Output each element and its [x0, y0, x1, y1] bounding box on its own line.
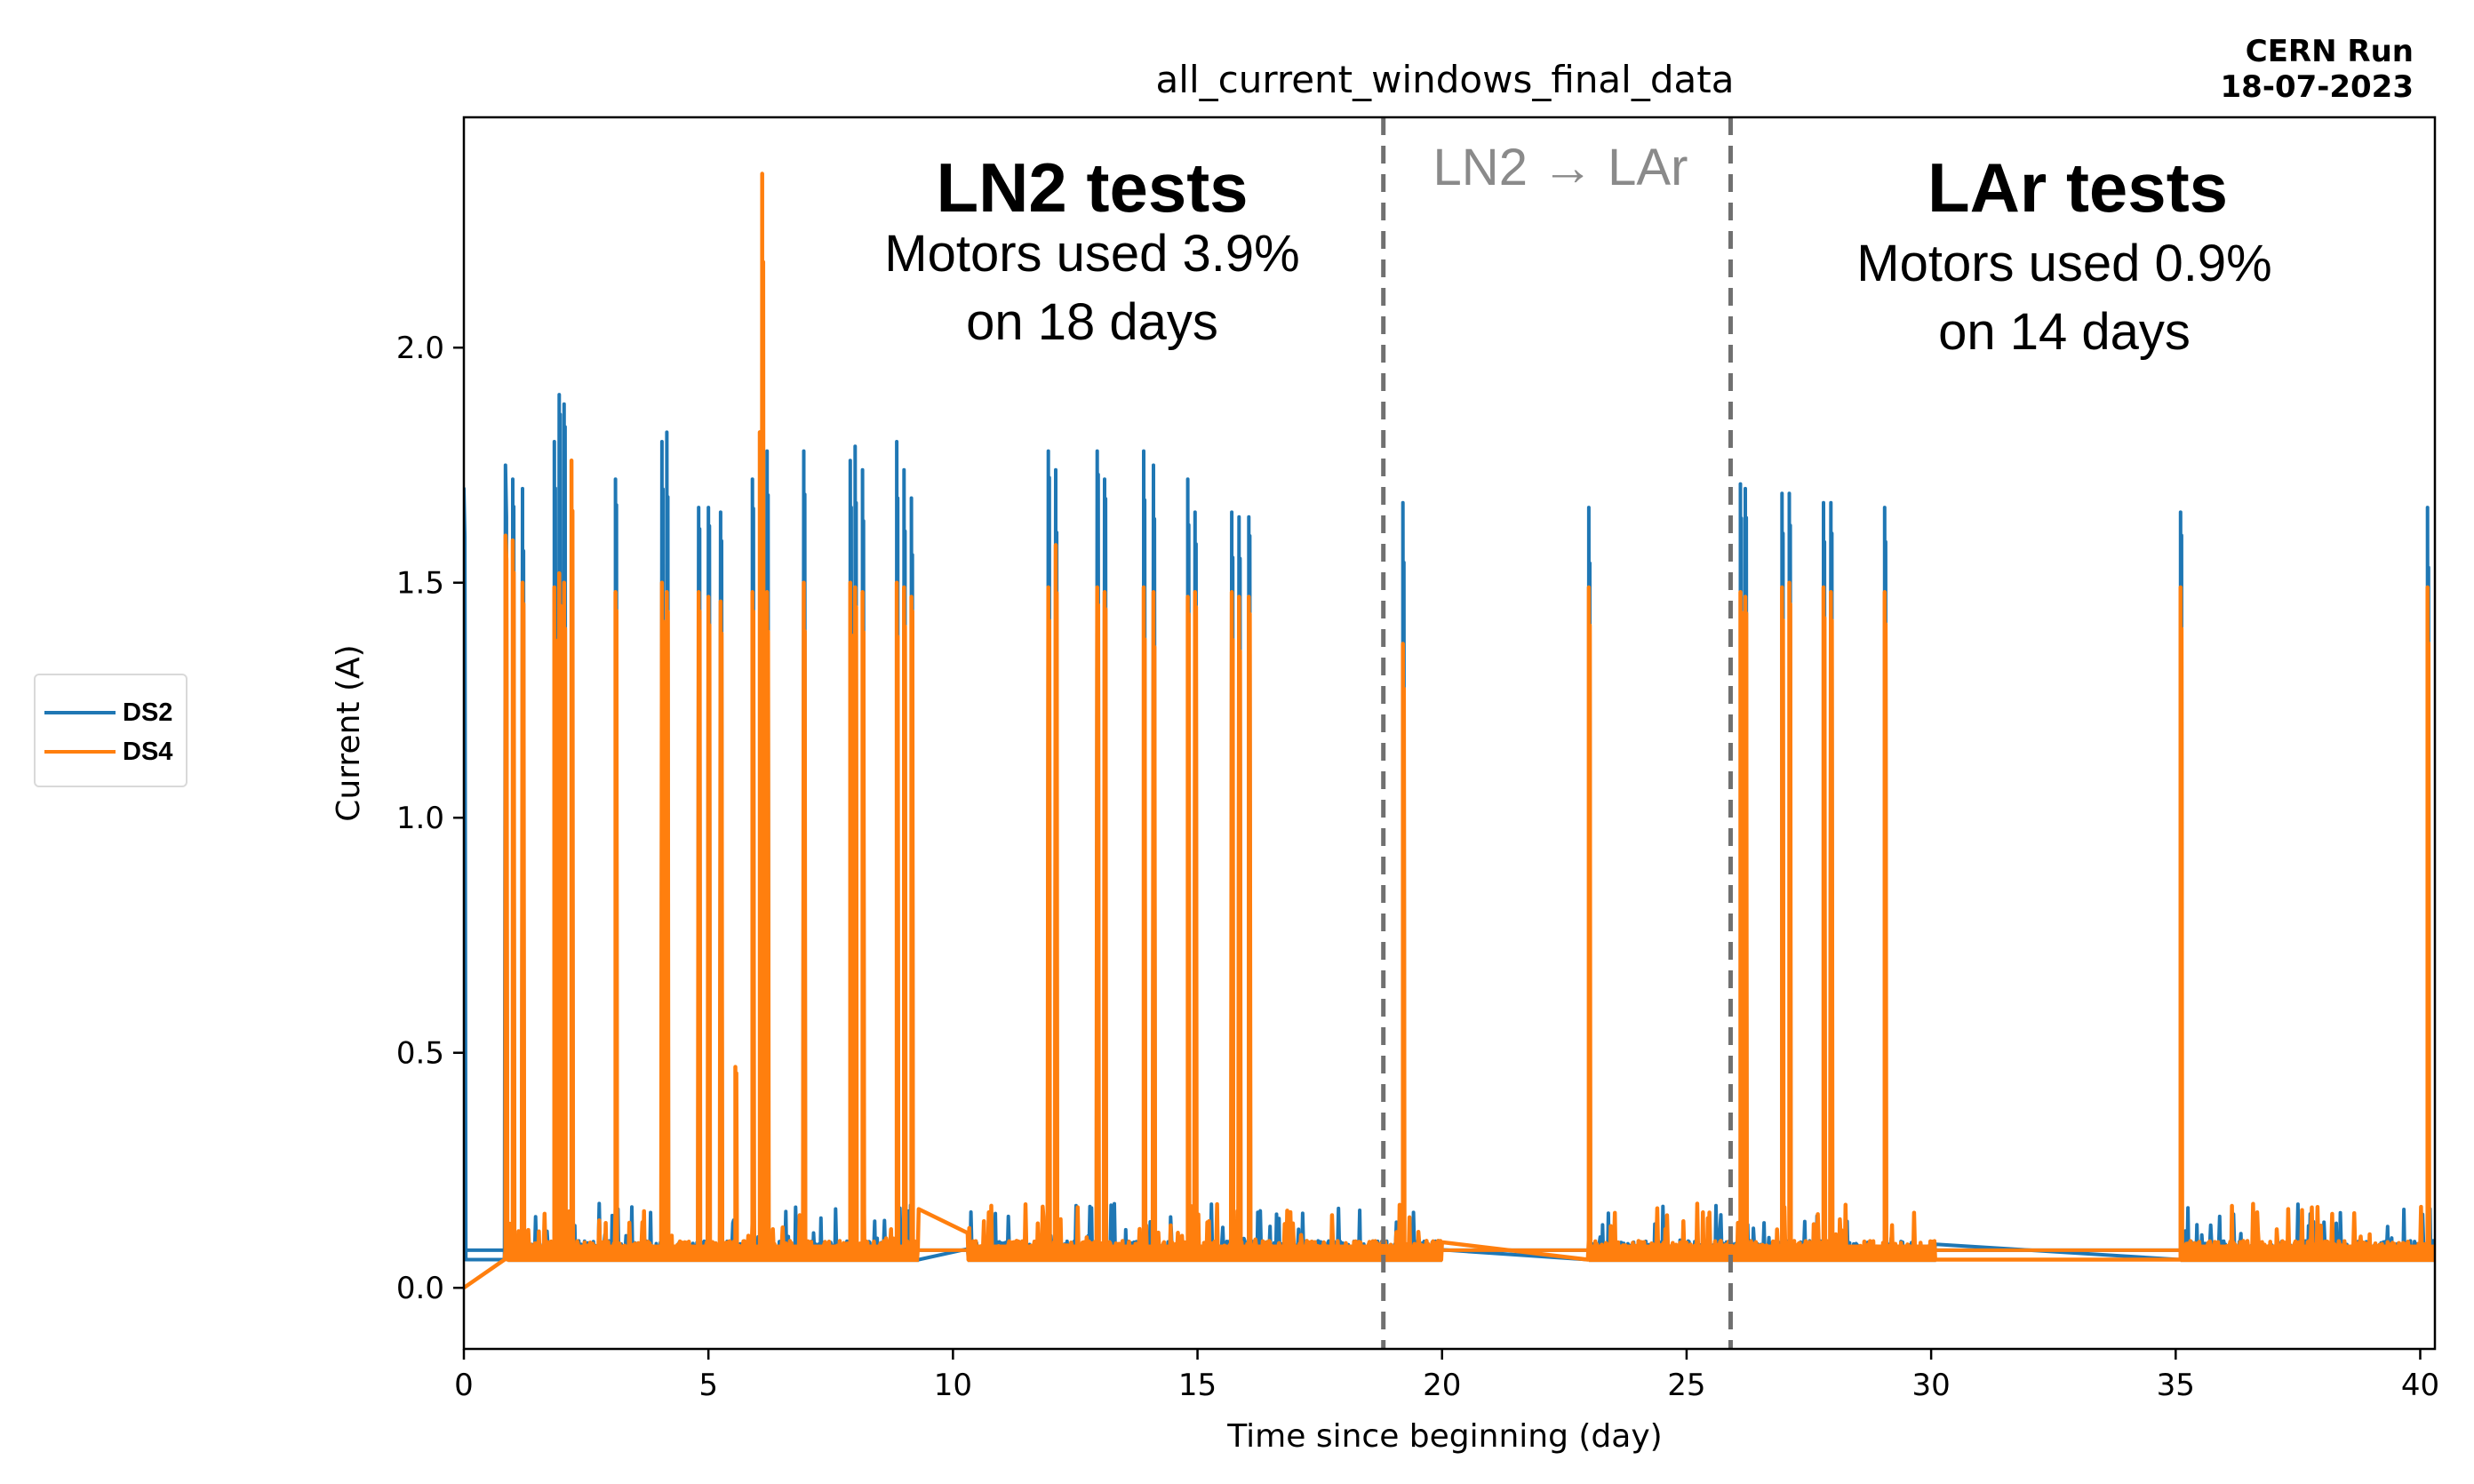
vline-layer	[1381, 117, 1733, 1349]
y-axis: 0.0 0.5 1.0 1.5 2.0	[396, 331, 464, 1306]
legend-label-ds2: DS2	[123, 698, 173, 727]
y-axis-label: Current (A)	[331, 644, 367, 821]
series-ds4-active-band	[967, 1244, 1262, 1263]
x-tick-label: 25	[1667, 1368, 1705, 1403]
x-tick-label: 15	[1178, 1368, 1217, 1403]
series-ds4-active-band	[2180, 1244, 2435, 1263]
lar-title: LAr tests	[1927, 148, 2228, 227]
ln2-title: LN2 tests	[936, 148, 1248, 227]
plot-frame	[462, 116, 2437, 1351]
legend-item-ds4: DS4	[44, 734, 172, 770]
y-tick-label: 2.0	[396, 331, 444, 366]
ln2-note-line2: on 18 days	[966, 293, 1218, 351]
series-layer	[464, 172, 2435, 1290]
run-name: CERN Run	[2245, 34, 2414, 69]
x-tick-label: 30	[1911, 1368, 1950, 1403]
lar-note-line2: on 14 days	[1938, 303, 2191, 361]
y-tick-label: 0.0	[396, 1271, 444, 1306]
legend-item-ds2: DS2	[44, 695, 172, 730]
y-tick-label: 0.5	[396, 1036, 444, 1072]
legend-label-ds4: DS4	[123, 737, 173, 766]
x-tick-label: 20	[1423, 1368, 1461, 1403]
run-date: 18-07-2023	[2220, 69, 2414, 105]
x-tick-label: 10	[934, 1368, 972, 1403]
x-tick-label: 35	[2157, 1368, 2195, 1403]
legend: DS2 DS4	[34, 674, 188, 787]
x-axis: 0 5 10 15 20 25 30 35 40	[454, 1349, 2439, 1403]
lar-note-line1: Motors used 0.9%	[1856, 235, 2271, 292]
transition-label: LN2 → LAr	[1433, 139, 1688, 196]
x-tick-label: 5	[698, 1368, 718, 1403]
legend-swatch-ds4	[44, 750, 116, 754]
series-ds4-active-band	[507, 1244, 919, 1263]
series-ds4-active-band	[1383, 1244, 1442, 1263]
series-ds4-active-band	[1588, 1244, 1936, 1263]
chart-title: all_current_windows_final_data	[1156, 58, 1735, 101]
x-axis-label: Time since beginning (day)	[1226, 1418, 1662, 1455]
x-tick-label: 40	[2401, 1368, 2439, 1403]
x-tick-label: 0	[454, 1368, 474, 1403]
y-tick-label: 1.5	[396, 566, 444, 602]
run-info: CERN Run 18-07-2023	[2221, 34, 2414, 105]
legend-swatch-ds2	[44, 711, 116, 714]
ln2-note-line1: Motors used 3.9%	[884, 225, 1299, 283]
y-tick-label: 1.0	[396, 801, 444, 836]
series-ds4-active-band	[1261, 1244, 1384, 1263]
